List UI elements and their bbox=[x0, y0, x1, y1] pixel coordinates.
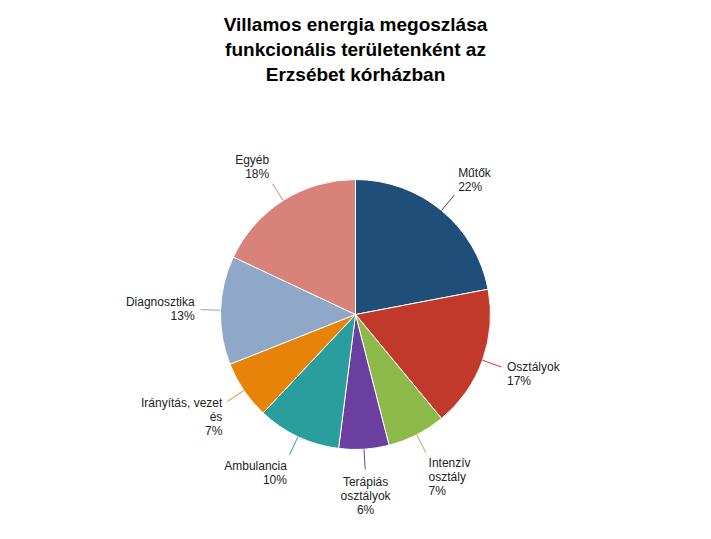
svg-text:Műtők22%: Műtők22% bbox=[458, 166, 492, 194]
svg-text:Intenzívosztály7%: Intenzívosztály7% bbox=[429, 456, 471, 498]
html-text:Villamos energia megoszlása: Villamos energia megoszlása bbox=[223, 14, 488, 35]
svg-text:Egyéb18%: Egyéb18% bbox=[235, 153, 269, 181]
svg-text:Osztályok17%: Osztályok17% bbox=[507, 360, 561, 388]
svg-text:Diagnosztika13%: Diagnosztika13% bbox=[126, 295, 195, 323]
svg-text:Terápiásosztályok6%: Terápiásosztályok6% bbox=[341, 475, 392, 517]
html-text:funkcionális területenként az: funkcionális területenként az bbox=[225, 39, 486, 60]
svg-text:Ambulancia10%: Ambulancia10% bbox=[224, 459, 287, 487]
html-text:Erzsébet kórházban: Erzsébet kórházban bbox=[265, 64, 446, 85]
svg-text:Irányítás, vezetés7%: Irányítás, vezetés7% bbox=[141, 396, 223, 438]
